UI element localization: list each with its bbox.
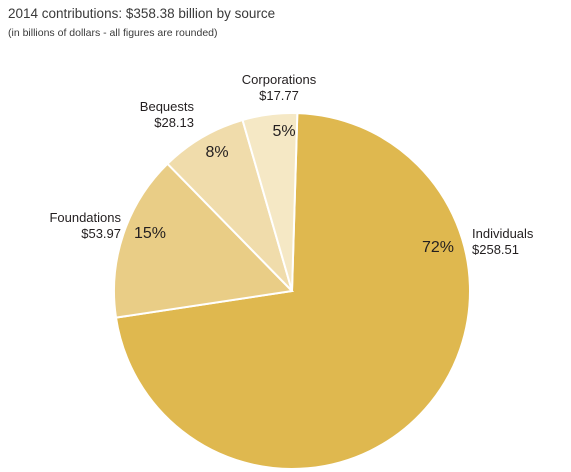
percent-label-bequests: 8% <box>205 144 228 161</box>
chart-subtitle: (in billions of dollars - all figures ar… <box>8 27 218 39</box>
category-label-bequests: Bequests <box>140 99 195 114</box>
value-label-foundations: $53.97 <box>81 226 121 241</box>
category-label-individuals: Individuals <box>472 226 534 241</box>
pie-slice-foundations <box>113 162 295 319</box>
category-label-foundations: Foundations <box>49 210 121 225</box>
value-label-corporations: $17.77 <box>259 88 299 103</box>
chart-title: 2014 contributions: $358.38 billion by s… <box>8 6 276 21</box>
pie-slice-corporations <box>241 112 299 292</box>
percent-label-corporations: 5% <box>272 123 295 140</box>
category-label-corporations: Corporations <box>242 72 317 87</box>
percent-label-foundations: 15% <box>134 225 166 242</box>
value-label-bequests: $28.13 <box>154 115 194 130</box>
value-label-individuals: $258.51 <box>472 242 519 257</box>
percent-label-individuals: 72% <box>422 239 454 256</box>
